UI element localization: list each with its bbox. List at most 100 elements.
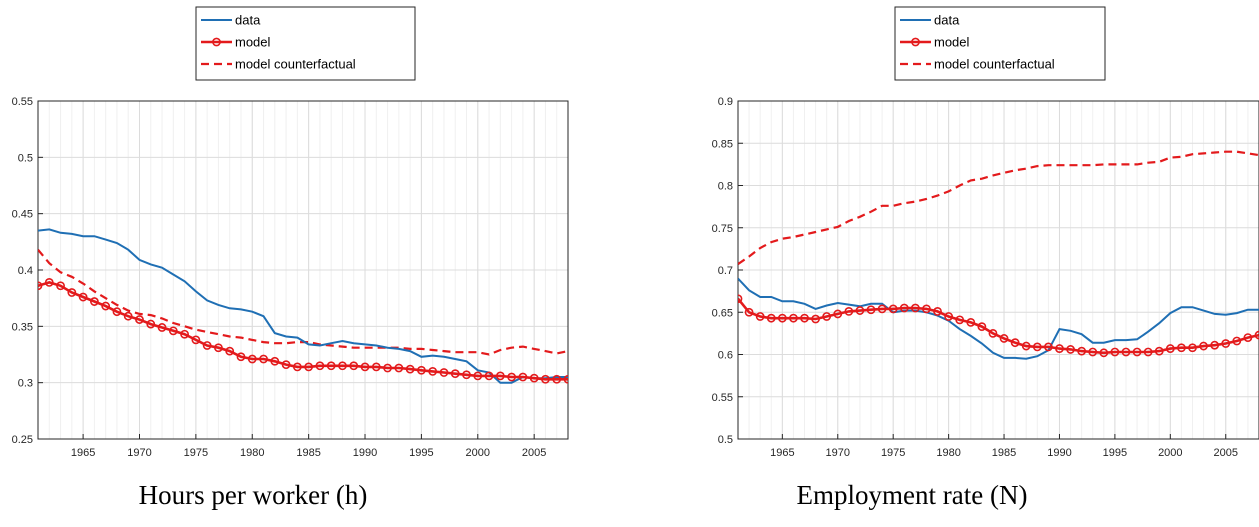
series-line-model-counterfactual [738,150,1259,266]
model-point [214,343,223,353]
model-point [541,374,550,384]
model-point [977,322,987,332]
legend-label: model [235,35,271,50]
y-tick-label: 0.25 [12,434,33,446]
y-tick-label: 0.5 [718,434,733,446]
model-point [955,315,965,325]
grid [737,100,1259,440]
model-point [1110,347,1120,357]
model-point [338,361,347,371]
model-point [766,313,776,323]
model-point [563,374,568,384]
y-tick-label: 0.85 [712,138,733,150]
model-point [1066,345,1075,354]
x-tick-label: 1985 [992,447,1016,459]
model-point [999,334,1009,343]
model-point [394,363,404,373]
model-point [800,313,809,323]
model-point [326,361,336,371]
legend-label: data [934,13,960,28]
x-tick-label: 1990 [353,447,377,459]
model-point [518,372,528,382]
model-point [1021,341,1031,351]
model-point [439,368,449,377]
model-point [744,307,754,317]
model-point [112,307,122,317]
legend-label: model [934,35,970,50]
model-point [236,352,246,362]
model-point [1177,343,1186,353]
y-tick-label: 0.3 [18,378,33,390]
x-tick-label: 2000 [1158,447,1182,459]
series-line-model [38,281,568,381]
model-point [44,277,54,287]
y-tick-label: 0.35 [12,321,33,333]
model-point [944,312,954,321]
model-point [866,305,876,315]
model-point [777,313,787,323]
model-point [191,335,201,345]
model-point [833,309,843,319]
y-tick-label: 0.7 [718,265,733,277]
y-tick-label: 0.9 [718,96,733,108]
model-point [1221,339,1231,348]
x-tick-label: 1995 [409,447,433,459]
model-point [855,306,865,315]
model-point [315,361,325,371]
model-point [789,313,798,323]
x-tick-label: 1990 [1047,447,1071,459]
model-point [462,370,471,380]
model-point [123,311,133,321]
model-point [202,341,212,350]
model-point [507,372,517,382]
x-tick-label: 1970 [127,447,151,459]
model-point [225,346,235,356]
x-tick-label: 1985 [296,447,320,459]
x-tick-label: 1970 [826,447,850,459]
model-point [1232,336,1242,346]
x-tick-label: 1975 [184,447,208,459]
model-point [1055,344,1064,353]
model-point [922,304,931,314]
model-point [405,364,415,374]
model-point [417,365,426,375]
model-point [157,323,167,332]
series-line-model [738,297,1259,355]
model-point [552,374,562,384]
model-point [910,303,920,313]
model-point [844,307,854,316]
model-point [56,281,65,291]
chart-hours-per-worker: 1965 1970 1975 1980 1985 1990 1995 2000 2005 0.25… [12,6,569,459]
y-tick-label: 0.5 [18,152,33,164]
series-group [38,228,568,384]
model-point [78,292,88,302]
model-point [1088,347,1098,357]
chart-employment-rate: 1965 1970 1975 1980 1985 1990 1995 2000 2005 0.5 0… [712,6,1259,459]
model-point [484,371,494,381]
model-point [1188,343,1197,353]
model-point [1154,346,1164,356]
model-point [168,326,178,336]
y-tick-label: 0.45 [12,209,33,221]
model-point [822,312,832,321]
legend-label: data [235,13,261,28]
model-point [1077,346,1087,356]
x-tick-label: 1980 [936,447,960,459]
model-point [1010,338,1020,348]
model-point [89,297,99,306]
model-point [180,329,189,339]
x-tick-label: 1980 [240,447,264,459]
model-point [1199,341,1208,351]
model-point [1099,348,1109,358]
model-point [1143,347,1153,357]
x-tick-label: 1965 [71,447,95,459]
model-point [349,361,359,371]
x-tick-label: 1975 [881,447,905,459]
y-tick-label: 0.6 [718,350,733,362]
x-tick-label: 2005 [522,447,546,459]
model-point [966,317,976,327]
model-point [933,307,942,316]
model-point [270,356,280,366]
y-tick-label: 0.4 [18,265,33,277]
model-point [495,371,505,381]
